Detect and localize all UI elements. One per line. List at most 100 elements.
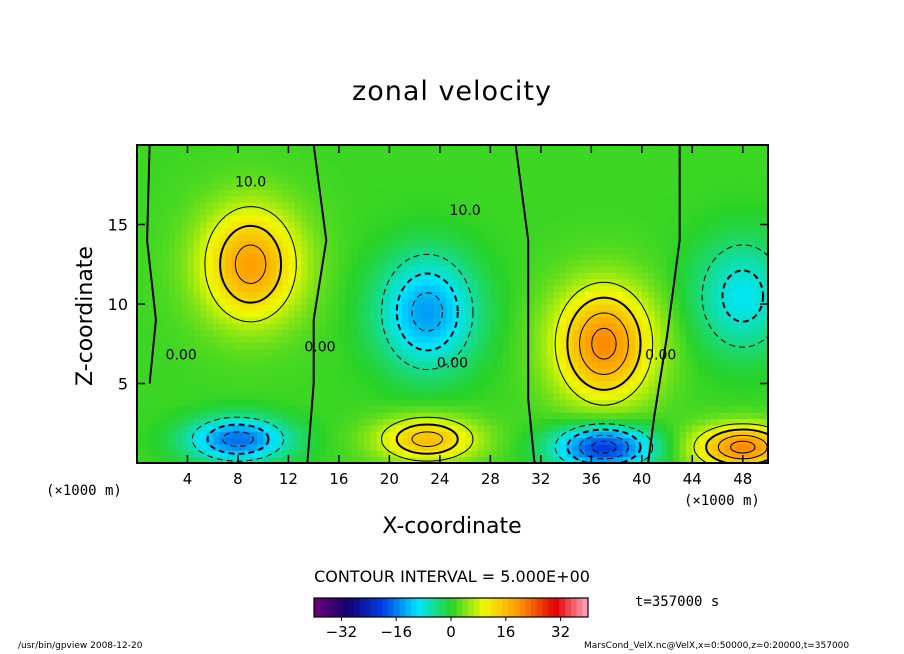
heatmap-cell <box>559 265 567 273</box>
heatmap-cell <box>351 297 359 305</box>
heatmap-cell <box>351 386 359 394</box>
heatmap-cell <box>597 361 605 369</box>
heatmap-cell <box>383 234 390 241</box>
heatmap-cell <box>206 145 214 152</box>
heatmap-cell <box>187 418 195 426</box>
heatmap-cell <box>433 329 441 337</box>
heatmap-cell <box>420 348 428 356</box>
heatmap-cell <box>206 221 214 229</box>
heatmap-cell <box>717 437 725 445</box>
heatmap-cell <box>528 278 536 286</box>
heatmap-cell <box>231 424 239 432</box>
heatmap-cell <box>458 361 466 369</box>
heatmap-cell <box>383 412 390 420</box>
heatmap-cell <box>585 170 592 178</box>
heatmap-cell <box>465 348 473 356</box>
heatmap-cell <box>174 151 182 159</box>
heatmap-cell <box>313 386 321 394</box>
heatmap-cell <box>282 195 290 203</box>
heatmap-cell <box>673 386 681 394</box>
heatmap-cell <box>212 380 220 388</box>
heatmap-cell <box>193 189 201 197</box>
heatmap-cell <box>585 151 592 159</box>
heatmap-cell <box>319 450 327 458</box>
heatmap-cell <box>162 272 170 280</box>
heatmap-cell <box>465 278 473 286</box>
heatmap-cell <box>471 342 479 350</box>
heatmap-cell <box>370 373 378 381</box>
heatmap-cell <box>357 424 365 432</box>
heatmap-cell <box>307 399 315 407</box>
heatmap-cell <box>654 367 662 375</box>
heatmap-cell <box>288 208 296 216</box>
heatmap-cell <box>572 221 580 229</box>
heatmap-cell <box>168 431 176 439</box>
heatmap-cell <box>559 284 567 292</box>
heatmap-cell <box>635 348 643 356</box>
heatmap-cell <box>749 234 756 241</box>
heatmap-cell <box>187 367 195 375</box>
heatmap-cell <box>181 189 189 197</box>
heatmap-cell <box>168 227 176 235</box>
heatmap-cell <box>212 310 220 318</box>
heatmap-cell <box>433 259 441 267</box>
heatmap-cell <box>559 405 567 413</box>
heatmap-cell <box>143 145 151 152</box>
heatmap-cell <box>490 412 498 420</box>
heatmap-cell <box>597 189 605 197</box>
heatmap-cell <box>477 202 485 210</box>
heatmap-cell <box>357 272 365 280</box>
heatmap-cell <box>193 373 201 381</box>
heatmap-cell <box>591 265 599 273</box>
heatmap-cell <box>345 431 353 439</box>
heatmap-cell <box>667 195 674 203</box>
heatmap-cell <box>591 189 599 197</box>
heatmap-cell <box>307 183 315 191</box>
heatmap-cell <box>137 259 144 267</box>
heatmap-cell <box>244 316 252 324</box>
heatmap-cell <box>660 367 668 375</box>
heatmap-cell <box>484 214 491 222</box>
heatmap-cell <box>155 412 163 420</box>
heatmap-cell <box>288 189 296 197</box>
heatmap-cell <box>534 380 542 388</box>
heatmap-cell <box>622 246 630 254</box>
heatmap-cell <box>692 253 700 261</box>
heatmap-cell <box>307 189 315 197</box>
heatmap-cell <box>502 195 510 203</box>
heatmap-cell <box>237 234 245 241</box>
heatmap-cell <box>433 354 441 362</box>
heatmap-cell <box>723 399 731 407</box>
heatmap-cell <box>629 145 637 152</box>
heatmap-cell <box>471 335 479 343</box>
heatmap-cell <box>553 329 561 337</box>
heatmap-cell <box>275 240 283 248</box>
heatmap-cell <box>326 354 334 362</box>
heatmap-cell <box>553 361 561 369</box>
heatmap-cell <box>376 361 384 369</box>
heatmap-cell <box>250 176 258 184</box>
heatmap-cell <box>553 393 561 400</box>
heatmap-cell <box>484 354 491 362</box>
heatmap-cell <box>515 297 523 305</box>
heatmap-cell <box>319 176 327 184</box>
heatmap-cell <box>704 304 712 311</box>
heatmap-cell <box>458 291 466 299</box>
heatmap-cell <box>673 297 681 305</box>
heatmap-cell <box>319 291 327 299</box>
heatmap-cell <box>446 145 454 152</box>
heatmap-cell <box>717 450 725 458</box>
heatmap-cell <box>408 246 416 254</box>
heatmap-cell <box>534 443 542 451</box>
heatmap-cell <box>717 221 725 229</box>
heatmap-cell <box>730 221 738 229</box>
heatmap-cell <box>547 151 555 159</box>
heatmap-cell <box>540 246 548 254</box>
heatmap-cell <box>490 221 498 229</box>
heatmap-cell <box>332 278 340 286</box>
heatmap-cell <box>521 354 529 362</box>
heatmap-cell <box>206 450 214 458</box>
heatmap-cell <box>326 304 334 311</box>
heatmap-cell <box>515 278 523 286</box>
heatmap-cell <box>244 361 252 369</box>
